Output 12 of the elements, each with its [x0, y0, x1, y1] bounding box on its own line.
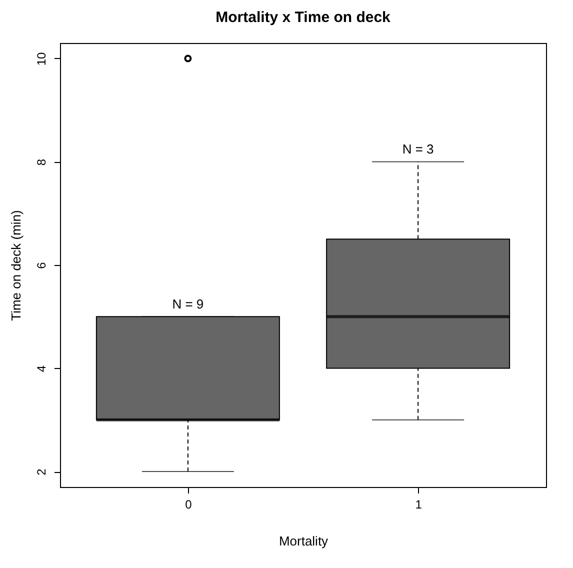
- y-tick-label: 10: [34, 52, 48, 66]
- x-axis-title: Mortality: [278, 534, 329, 548]
- x-tick-label: 1: [415, 498, 422, 512]
- y-axis-title: Time on deck (min): [8, 210, 24, 321]
- annotation: N = 9: [172, 296, 204, 312]
- y-tick-label: 8: [34, 158, 48, 166]
- annotation: N = 3: [402, 142, 434, 157]
- chart-title: Mortality x Time on deck: [216, 9, 392, 26]
- y-tick-label: 4: [34, 365, 48, 372]
- y-tick-label: 2: [34, 468, 48, 476]
- y-tick-label: 6: [34, 262, 48, 269]
- x-tick-label: 0: [185, 498, 192, 512]
